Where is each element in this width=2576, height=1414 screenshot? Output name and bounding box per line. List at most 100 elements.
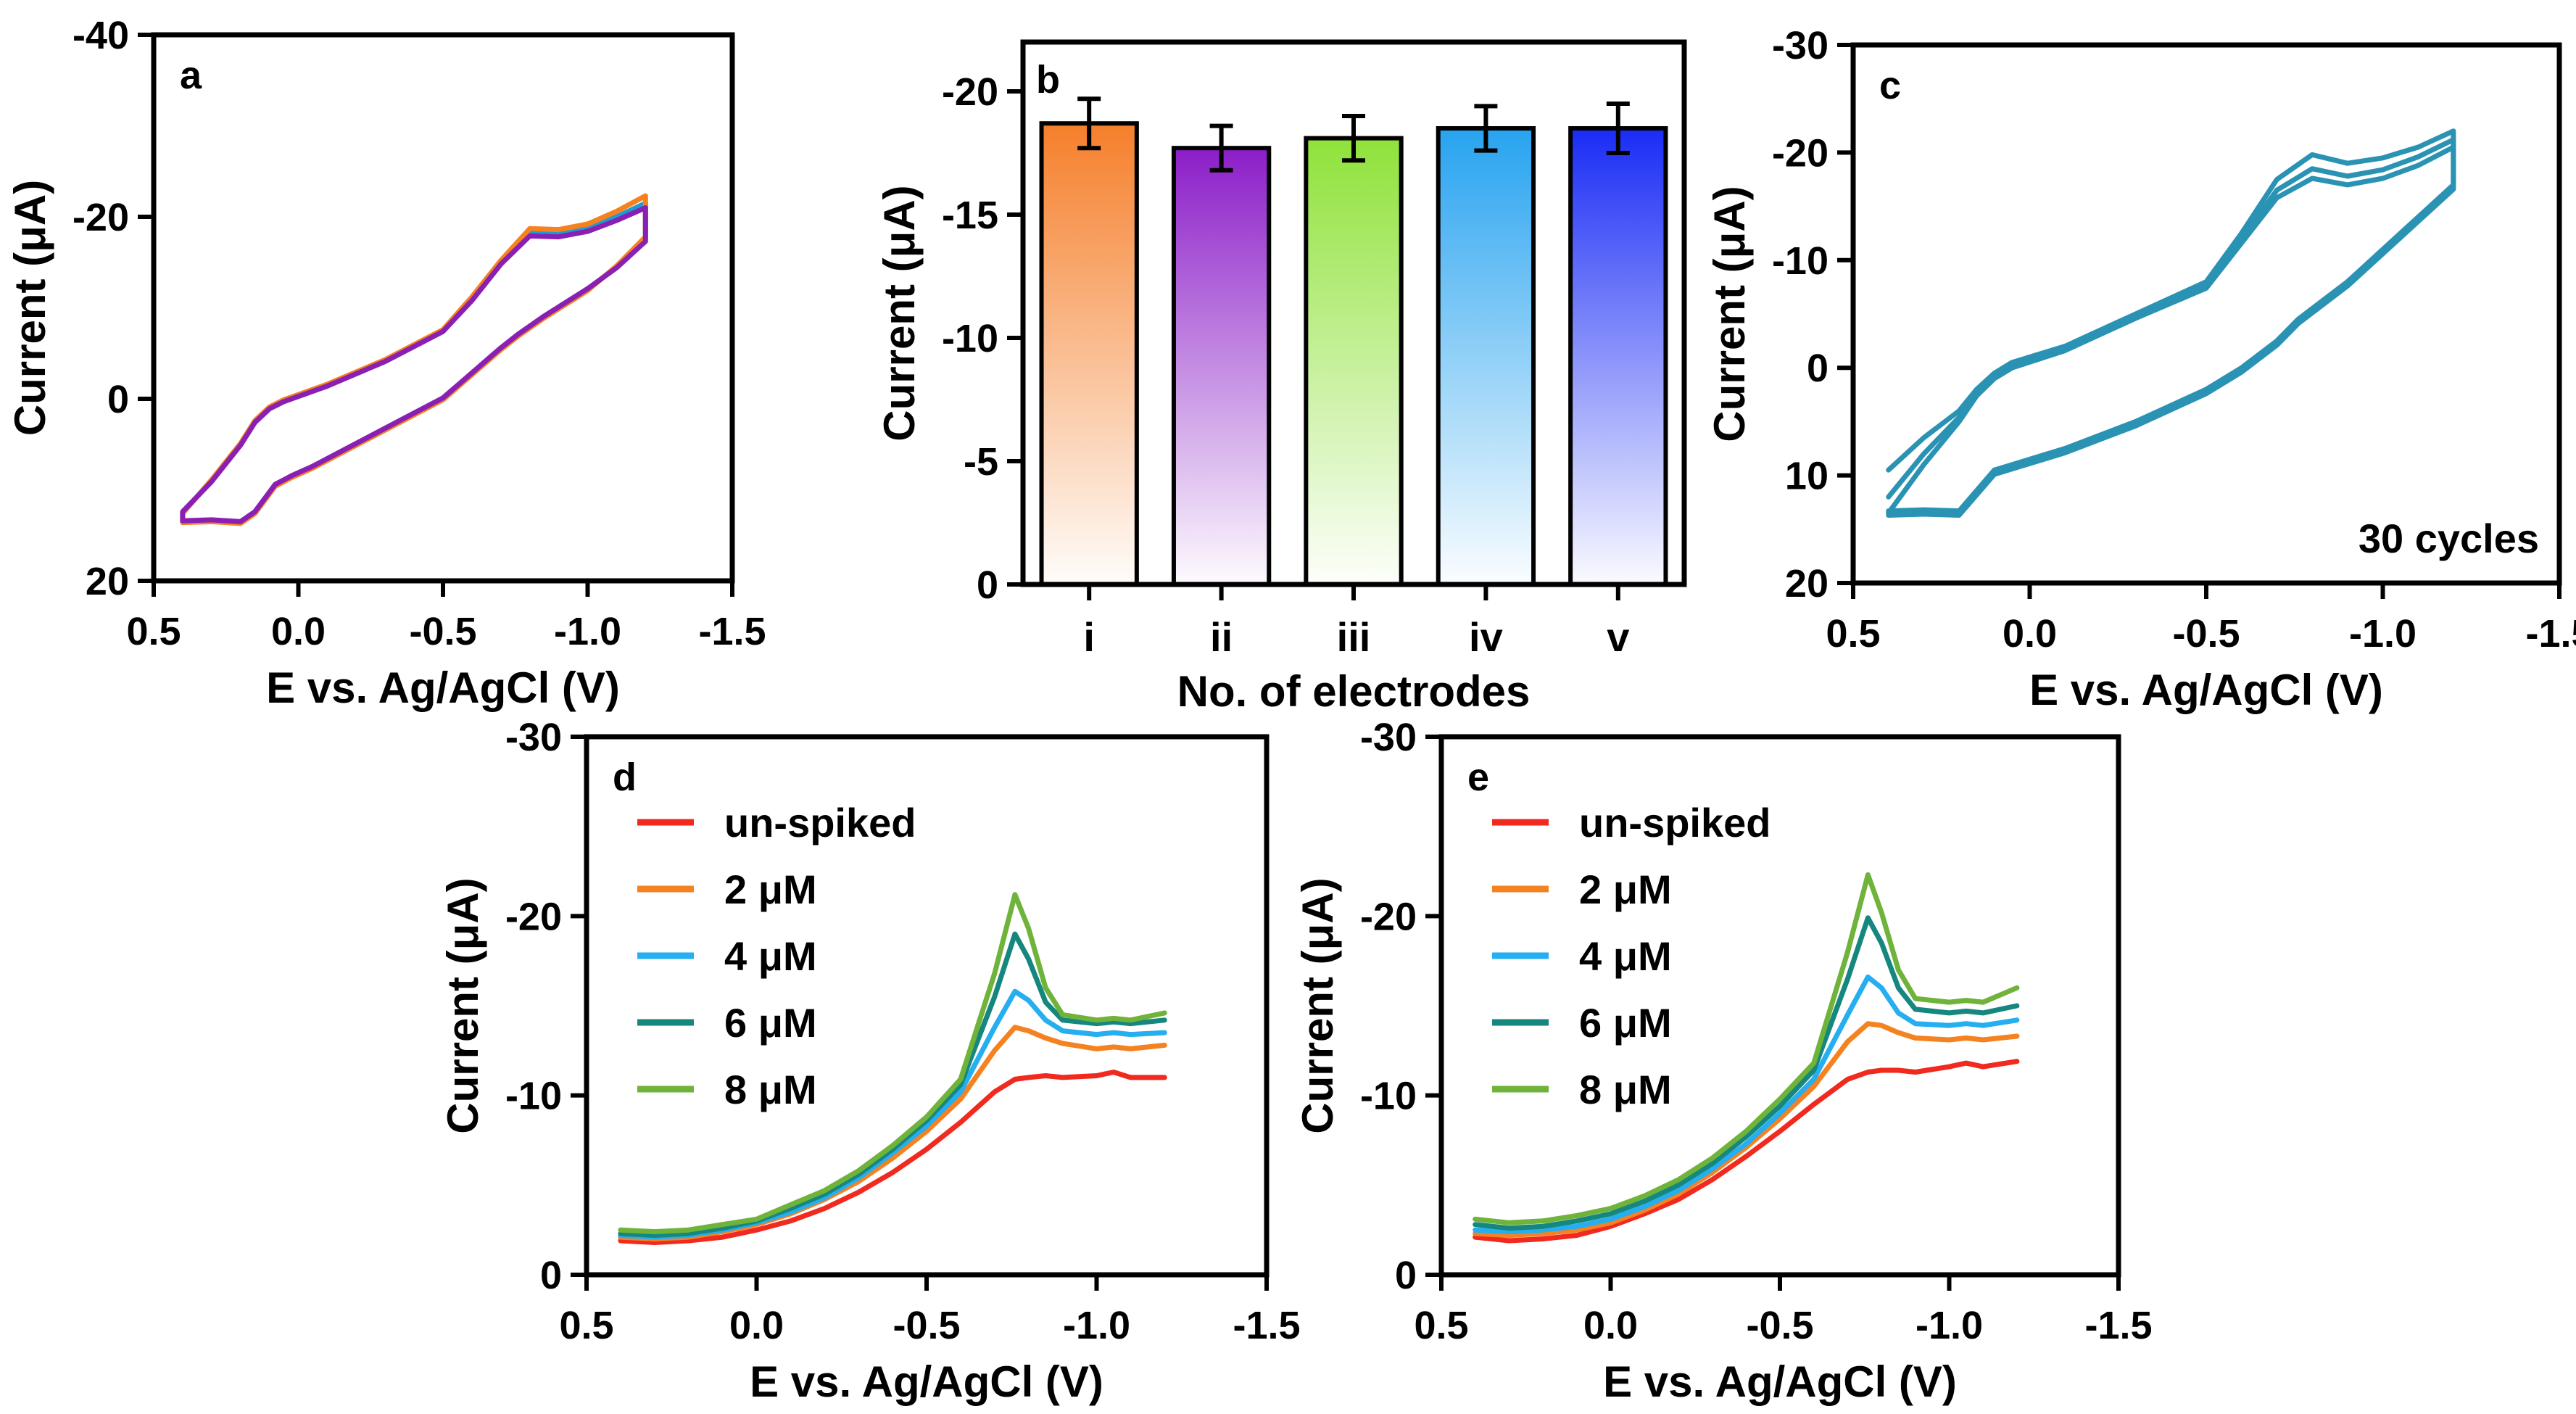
x-category-label: i: [1083, 614, 1095, 660]
x-axis-title: No. of electrodes: [1177, 667, 1531, 716]
series-line-8-μM: [1473, 872, 2020, 1225]
y-tick-label: -5: [964, 440, 998, 484]
plot-frame-d: [584, 734, 1270, 1278]
chart-panel-a: 20 0 -20 -40 Current (μA) 0.5 0.0 -0.5 -1.0 -1.5 E…: [6, 14, 766, 712]
y-tick-label: -10: [1772, 239, 1829, 283]
x-tick-label: -1.0: [1916, 1304, 1983, 1347]
series-line-cycle-2: [180, 193, 648, 526]
bar-v: [1568, 126, 1668, 587]
y-tick-label: 10: [1785, 455, 1829, 498]
series-line-un-spiked: [1473, 1059, 2020, 1244]
x-axis-title: E vs. Ag/AgCl (V): [1603, 1357, 1957, 1406]
legend-label: 8 μM: [724, 1067, 817, 1112]
series-line-4-μM: [1473, 974, 2020, 1235]
x-tick-label: 0.0: [2003, 612, 2057, 656]
y-tick-label: -20: [73, 196, 129, 239]
legend-label: un-spiked: [1579, 800, 1771, 845]
x-tick-label: -1.5: [698, 610, 766, 653]
chart-panel-d: 0 -10 -20 -30 Current (μA) 0.5 0.0 -0.5 -1.0 -1.5…: [439, 716, 1301, 1406]
y-tick-label: -30: [1772, 24, 1829, 67]
x-tick-label: -0.5: [409, 610, 476, 653]
y-tick-label: -30: [1360, 716, 1417, 759]
legend-label: un-spiked: [724, 800, 916, 845]
series-line-cycle-1: [1886, 128, 2456, 514]
series-line-cycle-2: [1886, 137, 2456, 516]
y-tick-label: 0: [977, 563, 998, 607]
series-line-2-μM: [618, 1025, 1167, 1241]
series-line-6-μM: [618, 931, 1167, 1239]
plot-frame-b: [1020, 39, 1687, 587]
legend-label: 2 μM: [1579, 867, 1672, 912]
x-category-label: iv: [1469, 614, 1503, 660]
y-axis-title: Current (μA): [1293, 877, 1342, 1133]
chart-panel-e: 0 -10 -20 -30 Current (μA) 0.5 0.0 -0.5 -1.0 -1.5…: [1293, 716, 2153, 1406]
x-tick-label: 0.0: [729, 1304, 784, 1347]
y-tick-label: -20: [1772, 131, 1829, 175]
plot-frame-c: [1850, 42, 2562, 586]
y-tick-label: -20: [942, 70, 998, 114]
plot-frame-a: [151, 32, 735, 584]
y-tick-label: -15: [942, 194, 998, 237]
x-tick-label: -0.5: [893, 1304, 960, 1347]
x-tick-label: -1.0: [554, 610, 621, 653]
series-line-cycle-30: [1886, 144, 2456, 518]
bar-ii: [1171, 146, 1272, 587]
y-tick-label: 0: [540, 1254, 562, 1297]
x-tick-label: -1.5: [1233, 1304, 1300, 1347]
cycles-annotation: 30 cycles: [2358, 516, 2539, 561]
y-tick-label: -10: [505, 1075, 562, 1118]
series-group: [180, 193, 648, 526]
bar-iv: [1436, 126, 1536, 587]
y-tick-label: -20: [505, 895, 562, 938]
y-tick-label: 20: [86, 560, 129, 603]
legend-label: 2 μM: [724, 867, 817, 912]
x-tick-label: -0.5: [1746, 1304, 1813, 1347]
series-group: [1473, 872, 2020, 1244]
series-line-8-μM: [618, 892, 1167, 1235]
y-tick-label: -40: [73, 14, 129, 57]
panel-label: a: [180, 54, 202, 97]
legend-label: 6 μM: [724, 1000, 817, 1046]
x-tick-label: -1.0: [1063, 1304, 1130, 1347]
panel-label: b: [1036, 58, 1060, 102]
x-tick-label: 0.0: [271, 610, 326, 653]
y-axis-title: Current (μA): [439, 877, 487, 1133]
x-category-label: v: [1607, 614, 1629, 660]
y-tick-label: 20: [1785, 562, 1829, 605]
x-tick-label: -1.5: [2525, 612, 2576, 656]
y-tick-label: 0: [1807, 347, 1829, 390]
x-tick-label: 0.5: [1826, 612, 1880, 656]
bar-iii: [1304, 136, 1404, 587]
x-category-label: ii: [1210, 614, 1233, 660]
y-tick-label: -10: [1360, 1075, 1417, 1118]
y-tick-label: 0: [1395, 1254, 1417, 1297]
x-tick-label: -0.5: [2172, 612, 2240, 656]
legend-label: 4 μM: [1579, 933, 1672, 979]
legend-label: 8 μM: [1579, 1067, 1672, 1112]
legend-label: 6 μM: [1579, 1000, 1672, 1046]
series-line-cycle-1: [180, 200, 648, 526]
legend-label: 4 μM: [724, 933, 817, 979]
x-tick-label: 0.5: [559, 1304, 613, 1347]
x-axis-title: E vs. Ag/AgCl (V): [266, 663, 620, 712]
series-group: [618, 892, 1167, 1245]
series-line-4-μM: [618, 988, 1167, 1240]
y-axis-title: Current (μA): [6, 180, 54, 436]
y-axis-title: Current (μA): [1705, 186, 1754, 442]
series-line-2-μM: [1473, 1021, 2020, 1239]
series-line-un-spiked: [618, 1070, 1167, 1245]
series-group: [1886, 128, 2456, 518]
y-tick-label: -30: [505, 716, 562, 759]
y-tick-label: 0: [107, 378, 129, 421]
series-line-cycle-3: [180, 205, 648, 524]
x-tick-label: -1.0: [2349, 612, 2416, 656]
bar-i: [1039, 121, 1139, 587]
x-tick-label: 0.5: [1414, 1304, 1468, 1347]
x-axis-title: E vs. Ag/AgCl (V): [750, 1357, 1103, 1406]
panel-label: c: [1879, 64, 1901, 107]
y-tick-label: -10: [942, 317, 998, 360]
x-tick-label: 0.0: [1583, 1304, 1638, 1347]
x-tick-label: 0.5: [126, 610, 181, 653]
chart-panel-c: 20 10 0 -10 -20 -30 Current (μA) 0.5 0.0 -0.5 -1.0…: [1705, 24, 2576, 714]
